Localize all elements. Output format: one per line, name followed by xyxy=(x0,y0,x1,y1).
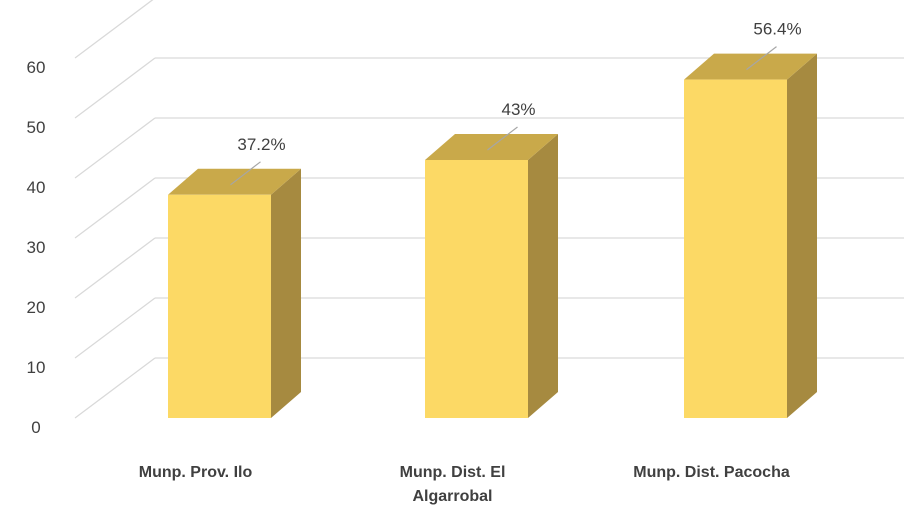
bar xyxy=(168,168,301,418)
bar-side-face xyxy=(528,134,558,418)
y-tick-label: 0 xyxy=(31,418,40,437)
x-category-label: Munp. Dist. El Algarrobal xyxy=(400,464,506,505)
bars xyxy=(168,53,817,418)
bar-front-face xyxy=(168,194,271,418)
bar xyxy=(684,53,817,418)
bar-side-face xyxy=(271,168,301,418)
bar xyxy=(425,134,558,418)
data-label-leader xyxy=(487,126,518,151)
y-tick-label: 30 xyxy=(27,238,46,257)
y-tick-label: 60 xyxy=(27,58,46,77)
y-axis: 0 10 20 30 40 50 60 xyxy=(27,58,46,437)
y-tick-label: 50 xyxy=(27,118,46,137)
y-tick-label: 40 xyxy=(27,178,46,197)
x-axis: Munp. Prov. Ilo Munp. Dist. El Algarrobal M… xyxy=(139,464,790,505)
x-category-label: Munp. Prov. Ilo xyxy=(139,464,253,481)
bar-front-face xyxy=(684,79,787,418)
y-tick-label: 20 xyxy=(27,298,46,317)
x-category-label: Munp. Dist. Pacocha xyxy=(633,464,790,481)
data-labels: 37.2% 43% 56.4% xyxy=(230,20,802,186)
data-label: 56.4% xyxy=(753,20,801,39)
data-label: 37.2% xyxy=(237,135,285,154)
bar-side-face xyxy=(787,53,817,418)
bar-front-face xyxy=(425,160,528,418)
data-label: 43% xyxy=(501,100,535,119)
y-tick-label: 10 xyxy=(27,358,46,377)
data-label-leader xyxy=(746,46,777,71)
gridline xyxy=(74,0,154,59)
data-label-leader xyxy=(230,161,261,186)
